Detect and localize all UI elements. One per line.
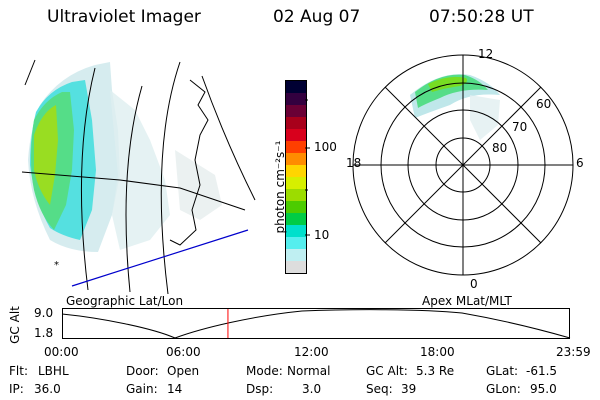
colorbar-segment: [286, 141, 306, 153]
colorbar-segment: [286, 261, 306, 273]
altitude-curve: [61, 309, 571, 339]
geo-panel-label: Geographic Lat/Lon: [66, 294, 184, 308]
gcalt-label: GC Alt:: [366, 364, 408, 378]
colorbar-segment: [286, 201, 306, 213]
orbit-ytick-low: 1.8: [34, 326, 54, 340]
orbit-altitude-plot: [61, 308, 571, 339]
glat-value: -61.5: [526, 364, 558, 378]
colorbar-segment: [286, 225, 306, 237]
mlt-diagonal-2: [384, 86, 542, 244]
satellite-ground-track: [71, 229, 249, 287]
mlt-label-12: 12: [478, 47, 494, 61]
orbit-ylabel: GC Alt: [7, 306, 22, 344]
glon-value: 95.0: [530, 382, 557, 396]
colorbar-segment: [286, 81, 306, 93]
colorbar-segment: [286, 165, 306, 177]
mlat-label-70: 70: [512, 120, 528, 134]
colorbar-tick-10: 10: [314, 228, 330, 242]
mode-label: Mode:: [246, 364, 283, 378]
gain-label: Gain:: [126, 382, 158, 396]
flt-label: Flt:: [9, 364, 28, 378]
door-value: Open: [167, 364, 200, 378]
time-label: 07:50:28 UT: [429, 7, 534, 27]
flt-value: LBHL: [38, 364, 69, 378]
polar-panel-label: Apex MLat/MLT: [422, 294, 512, 308]
glon-label: GLon:: [486, 382, 521, 396]
colorbar-segment: [286, 93, 306, 105]
seq-label: Seq:: [366, 382, 393, 396]
mlat-label-80: 80: [492, 141, 508, 155]
orbit-xtick-1200: 12:00: [294, 345, 329, 359]
mlt-label-6: 6: [576, 156, 584, 170]
colorbar-segment: [286, 249, 306, 261]
glat-label: GLat:: [486, 364, 519, 378]
colorbar: [285, 80, 307, 274]
subsatellite-marker: *: [54, 260, 59, 271]
mlt-label-18: 18: [346, 156, 362, 170]
colorbar-tick-100: 100: [314, 140, 337, 154]
orbit-xtick-2359: 23:59: [556, 345, 591, 359]
date-label: 02 Aug 07: [273, 7, 361, 27]
auroral-emission-polar: [410, 74, 500, 140]
ip-label: IP:: [9, 382, 24, 396]
orbit-xtick-1800: 18:00: [420, 345, 455, 359]
polar-plot: [352, 54, 574, 276]
mlat-label-60: 60: [536, 97, 552, 111]
colorbar-segment: [286, 177, 306, 189]
instrument-title: Ultraviolet Imager: [47, 7, 201, 27]
auroral-emission-geo: [28, 62, 222, 252]
colorbar-segment: [286, 117, 306, 129]
colorbar-axis-label: photon cm⁻²s⁻¹: [273, 140, 287, 234]
colorbar-segment: [286, 189, 306, 201]
dsp-value: 3.0: [302, 382, 322, 396]
colorbar-segment: [286, 213, 306, 225]
colorbar-segment: [286, 129, 306, 141]
orbit-xtick-0600: 06:00: [166, 345, 201, 359]
mlt-label-0: 0: [470, 277, 478, 291]
dsp-label: Dsp:: [246, 382, 274, 396]
seq-value: 39: [401, 382, 417, 396]
colorbar-segment: [286, 153, 306, 165]
orbit-ytick-high: 9.0: [34, 306, 54, 320]
mode-value: Normal: [287, 364, 331, 378]
door-label: Door:: [126, 364, 159, 378]
ip-value: 36.0: [34, 382, 61, 396]
colorbar-segment: [286, 237, 306, 249]
gain-value: 14: [167, 382, 183, 396]
geographic-image-panel: *: [21, 59, 256, 295]
coastline: [169, 79, 209, 246]
colorbar-ticks: [305, 99, 310, 236]
colorbar-segment: [286, 105, 306, 117]
gcalt-value: 5.3 Re: [416, 364, 455, 378]
lat-lon-grid: [21, 59, 256, 295]
orbit-xtick-0000: 00:00: [44, 345, 79, 359]
